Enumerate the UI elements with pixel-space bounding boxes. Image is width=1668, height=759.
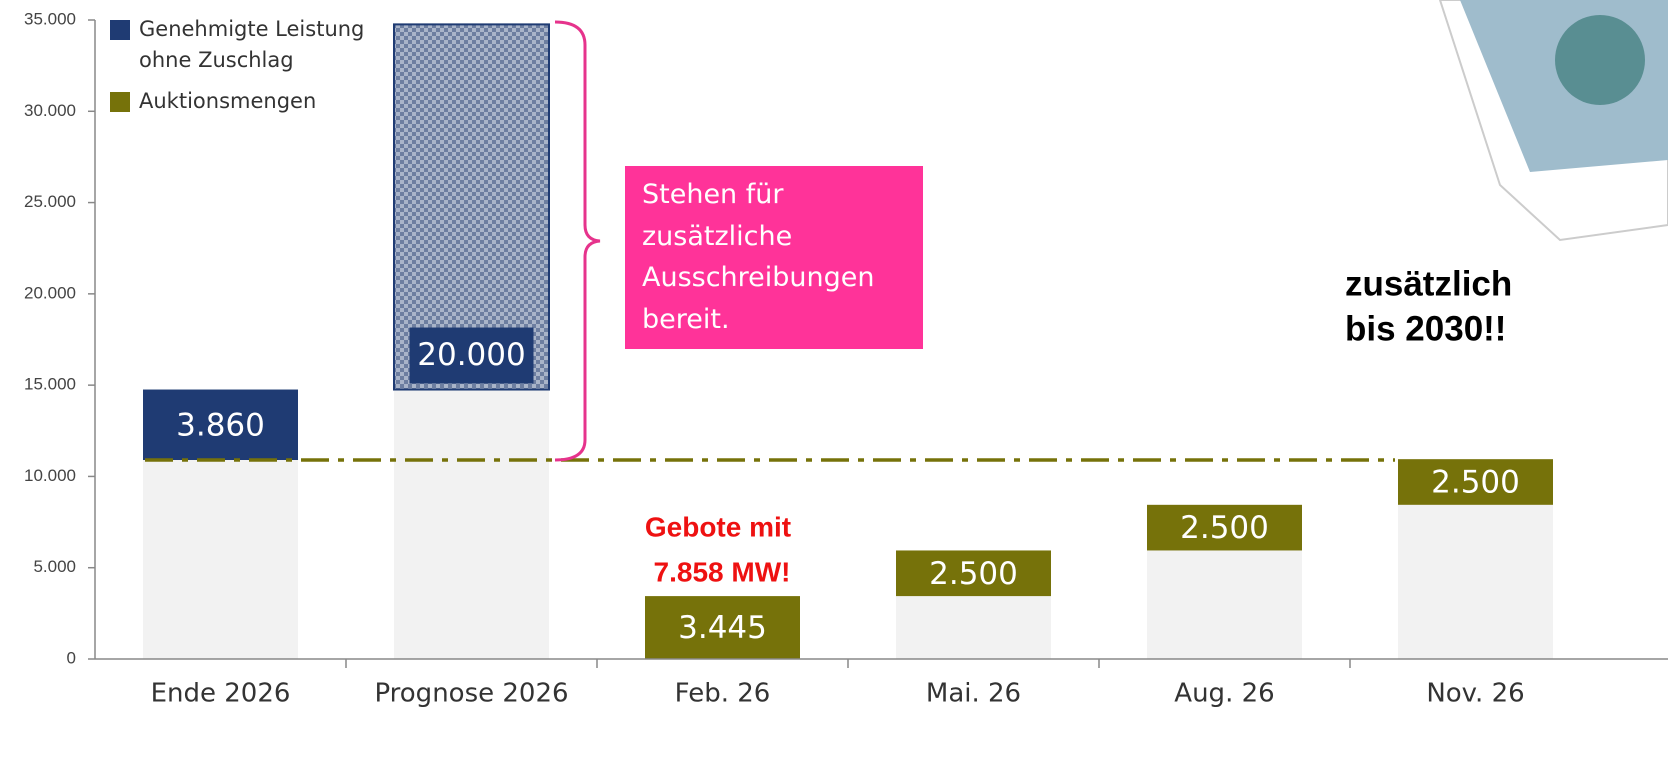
bar-segment <box>896 596 1051 659</box>
legend-swatch <box>110 92 130 112</box>
side-note: bis 2030!! <box>1345 309 1506 348</box>
bar-segment <box>1147 550 1302 659</box>
legend-label: Auktionsmengen <box>139 86 374 117</box>
bar-segment <box>1398 505 1553 659</box>
brochure <box>1440 0 1668 240</box>
brace <box>555 22 600 460</box>
x-tick-label: Feb. 26 <box>675 679 771 709</box>
x-tick-label: Ende 2026 <box>151 679 291 709</box>
y-tick-label: 35.000 <box>24 9 76 28</box>
plot-area: 0 5.000 10.000 15.000 20.000 25.000 30.000 35.0… <box>24 9 1668 708</box>
bids-note: 7.858 MW! <box>654 556 791 587</box>
bar-segment <box>394 390 549 659</box>
value-label: 2.500 <box>1180 510 1269 546</box>
value-label: 20.000 <box>417 337 525 373</box>
value-label: 3.860 <box>176 407 265 443</box>
y-tick-label: 25.000 <box>24 192 76 211</box>
bar-segment <box>143 460 298 659</box>
y-tick-label: 30.000 <box>24 101 76 120</box>
legend-text-container: Genehmigte Leistung ohne Zuschlag <box>139 14 379 84</box>
x-tick-label: Mai. 26 <box>926 679 1021 709</box>
side-note: zusätzlich <box>1345 264 1512 303</box>
x-tick-label: Aug. 26 <box>1174 679 1274 709</box>
bids-note: Gebote mit <box>645 511 791 542</box>
value-label: 3.445 <box>678 610 767 646</box>
chart: 0 5.000 10.000 15.000 20.000 25.000 30.000 35.0… <box>0 0 1668 759</box>
legend-swatch <box>110 20 130 40</box>
y-tick-label: 0 <box>67 648 76 667</box>
x-tick-label: Nov. 26 <box>1426 679 1524 709</box>
legend-label: Genehmigte Leistung ohne Zuschlag <box>139 14 374 76</box>
legend-text-container: Auktionsmengen <box>139 86 379 156</box>
y-tick-label: 15.000 <box>24 375 76 394</box>
value-label: 2.500 <box>1431 464 1520 500</box>
y-tick-label: 20.000 <box>24 283 76 302</box>
note-box-text-container: Stehen für zusätzliche Ausschreibungen b… <box>642 174 902 349</box>
y-tick-label: 5.000 <box>33 557 76 576</box>
value-label: 2.500 <box>929 556 1018 592</box>
page: 0 5.000 10.000 15.000 20.000 25.000 30.000 35.0… <box>0 0 1668 759</box>
note-text: Stehen für zusätzliche Ausschreibungen b… <box>642 174 902 340</box>
y-tick-label: 10.000 <box>24 466 76 485</box>
x-tick-label: Prognose 2026 <box>374 679 568 709</box>
